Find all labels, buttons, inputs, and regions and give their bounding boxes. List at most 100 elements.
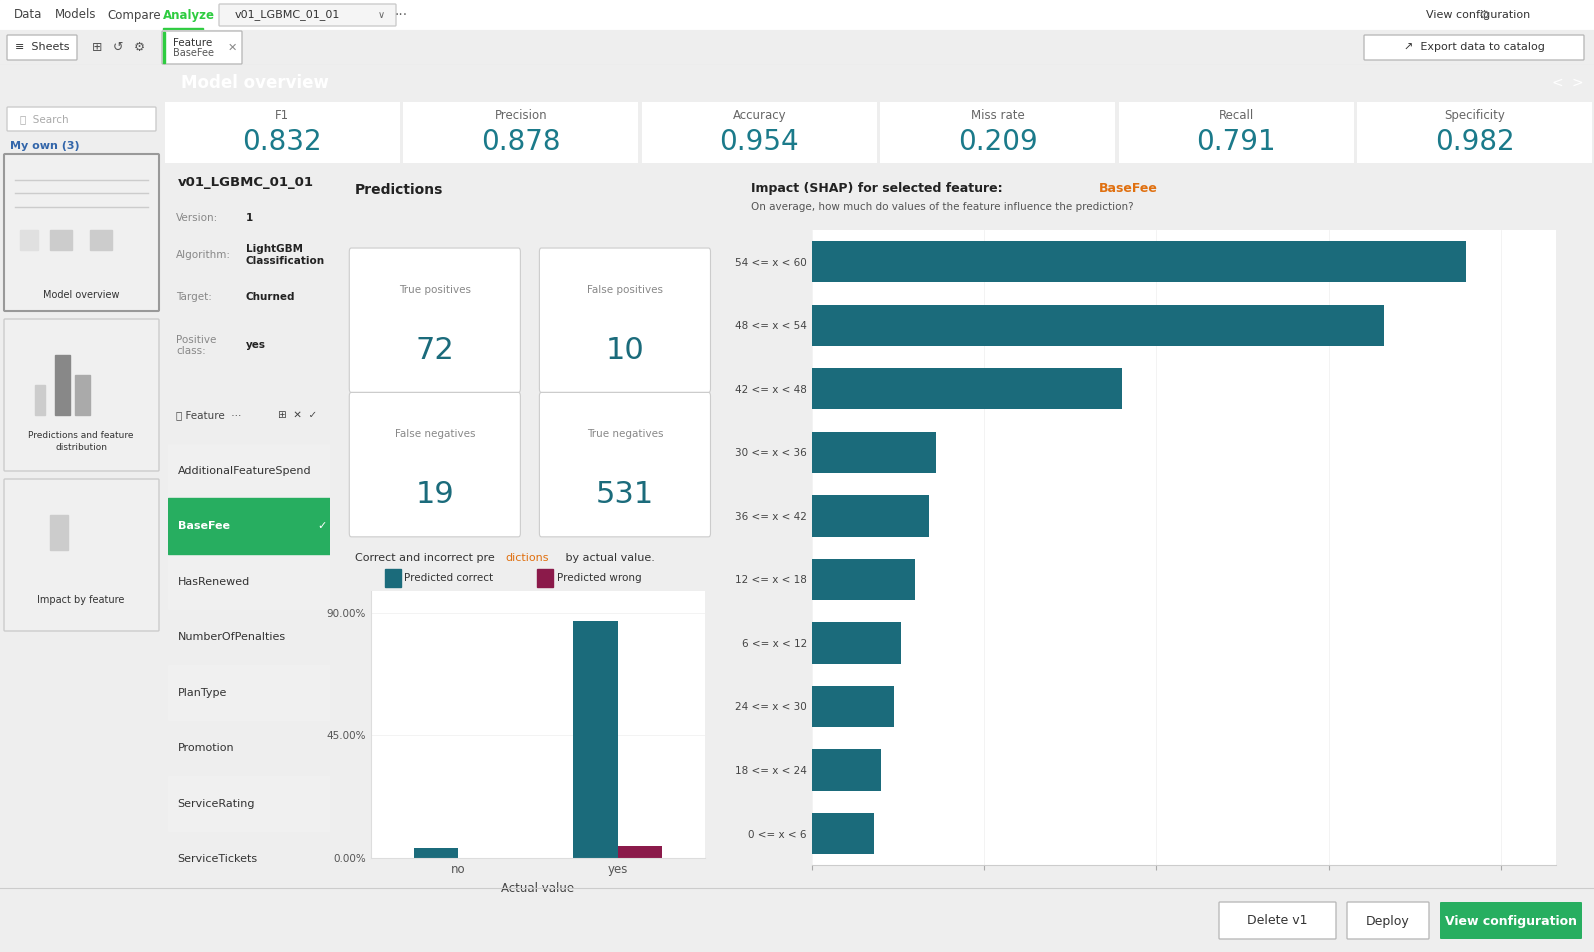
Text: PlanType: PlanType: [177, 687, 226, 698]
Bar: [167, 554, 330, 609]
FancyBboxPatch shape: [5, 319, 159, 471]
Text: View configuration: View configuration: [1425, 10, 1530, 20]
Text: 0.954: 0.954: [719, 128, 799, 156]
Text: Churned: Churned: [245, 292, 295, 302]
Bar: [21, 230, 38, 250]
FancyBboxPatch shape: [1347, 902, 1428, 939]
Text: Compare: Compare: [107, 9, 161, 22]
Text: Impact by feature: Impact by feature: [37, 595, 124, 605]
Text: True positives: True positives: [398, 285, 470, 295]
Text: ↗  Export data to catalog: ↗ Export data to catalog: [1404, 43, 1545, 52]
Text: Specificity: Specificity: [1444, 109, 1505, 122]
Text: ⊞: ⊞: [92, 41, 102, 54]
Bar: [811, 241, 1466, 283]
Text: Deploy: Deploy: [1366, 915, 1409, 927]
Bar: [811, 305, 1384, 346]
Text: ServiceRating: ServiceRating: [177, 799, 255, 809]
Text: Promotion: Promotion: [177, 744, 234, 753]
Text: Recall: Recall: [1219, 109, 1254, 122]
Bar: [167, 499, 330, 554]
Bar: [811, 685, 894, 727]
Text: False negatives: False negatives: [395, 429, 475, 440]
FancyBboxPatch shape: [1439, 902, 1581, 939]
Text: Data: Data: [14, 9, 43, 22]
Text: LightGBM
Classification: LightGBM Classification: [245, 245, 325, 266]
Text: BaseFee: BaseFee: [174, 48, 214, 58]
Text: F1: F1: [276, 109, 290, 122]
Text: 0.982: 0.982: [1435, 128, 1514, 156]
Text: False positives: False positives: [587, 285, 663, 295]
Text: ✓: ✓: [317, 521, 327, 531]
Bar: [413, 848, 457, 858]
FancyBboxPatch shape: [539, 248, 711, 392]
Text: Algorithm:: Algorithm:: [175, 250, 231, 260]
Text: My own (3): My own (3): [10, 141, 80, 151]
Bar: [811, 559, 915, 600]
Text: >: >: [1572, 75, 1583, 89]
Text: Impact (SHAP) for selected feature:: Impact (SHAP) for selected feature:: [751, 182, 1003, 194]
Bar: [811, 368, 1122, 409]
Text: v01_LGBMC_01_01: v01_LGBMC_01_01: [234, 10, 341, 20]
Text: Target:: Target:: [175, 292, 212, 302]
Text: yes: yes: [245, 341, 266, 350]
Text: Analyze: Analyze: [163, 9, 215, 22]
FancyBboxPatch shape: [349, 248, 520, 392]
Bar: [167, 388, 330, 443]
Text: 10: 10: [606, 336, 644, 365]
FancyBboxPatch shape: [349, 392, 520, 537]
Text: ↺: ↺: [113, 41, 123, 54]
Text: Model overview: Model overview: [182, 73, 328, 91]
FancyBboxPatch shape: [6, 107, 156, 131]
Text: distribution: distribution: [56, 444, 107, 452]
Bar: [163, 28, 202, 30]
Bar: [49, 230, 72, 250]
Text: 531: 531: [596, 481, 654, 509]
Text: Version:: Version:: [175, 213, 218, 223]
Text: 19: 19: [416, 481, 454, 509]
Bar: [811, 749, 880, 791]
Bar: [811, 495, 929, 537]
Text: 0.878: 0.878: [481, 128, 561, 156]
Text: 🔍  Search: 🔍 Search: [21, 114, 69, 124]
FancyBboxPatch shape: [539, 392, 711, 537]
Text: Predicted correct: Predicted correct: [405, 573, 494, 583]
Text: ✕: ✕: [228, 43, 238, 52]
Text: True negatives: True negatives: [587, 429, 663, 440]
Text: 0.791: 0.791: [1197, 128, 1277, 156]
Bar: [386, 569, 400, 587]
Bar: [811, 431, 936, 473]
Text: Predicted wrong: Predicted wrong: [556, 573, 641, 583]
Text: Predictions: Predictions: [355, 184, 443, 197]
FancyBboxPatch shape: [218, 4, 395, 26]
Text: 0.209: 0.209: [958, 128, 1038, 156]
Text: ∨: ∨: [378, 10, 386, 20]
Text: 72: 72: [416, 336, 454, 365]
Text: Model overview: Model overview: [43, 290, 120, 300]
Bar: [167, 664, 330, 721]
Text: ⊞  ✕  ✓: ⊞ ✕ ✓: [279, 410, 317, 421]
Text: Feature: Feature: [174, 38, 212, 48]
Bar: [811, 623, 901, 664]
Bar: [35, 385, 45, 415]
Bar: [163, 32, 166, 63]
FancyBboxPatch shape: [5, 154, 159, 311]
FancyBboxPatch shape: [6, 35, 77, 60]
Text: 1: 1: [245, 213, 253, 223]
Text: NumberOfPenalties: NumberOfPenalties: [177, 632, 285, 643]
FancyBboxPatch shape: [163, 31, 242, 64]
Text: Delete v1: Delete v1: [1247, 915, 1307, 927]
Text: ⚙: ⚙: [134, 41, 145, 54]
Text: Correct and incorrect pre: Correct and incorrect pre: [355, 553, 494, 564]
Text: BaseFee: BaseFee: [177, 521, 230, 531]
FancyBboxPatch shape: [5, 479, 159, 631]
Text: ServiceTickets: ServiceTickets: [177, 854, 258, 864]
Text: AdditionalFeatureSpend: AdditionalFeatureSpend: [177, 466, 311, 476]
Text: Precision: Precision: [494, 109, 547, 122]
Text: by actual value.: by actual value.: [563, 553, 655, 564]
Bar: [572, 621, 617, 858]
Bar: [617, 846, 662, 858]
FancyBboxPatch shape: [1364, 35, 1584, 60]
Text: ≡  Sheets: ≡ Sheets: [14, 43, 69, 52]
Text: View configuration: View configuration: [1446, 915, 1576, 927]
Text: v01_LGBMC_01_01: v01_LGBMC_01_01: [177, 176, 314, 189]
